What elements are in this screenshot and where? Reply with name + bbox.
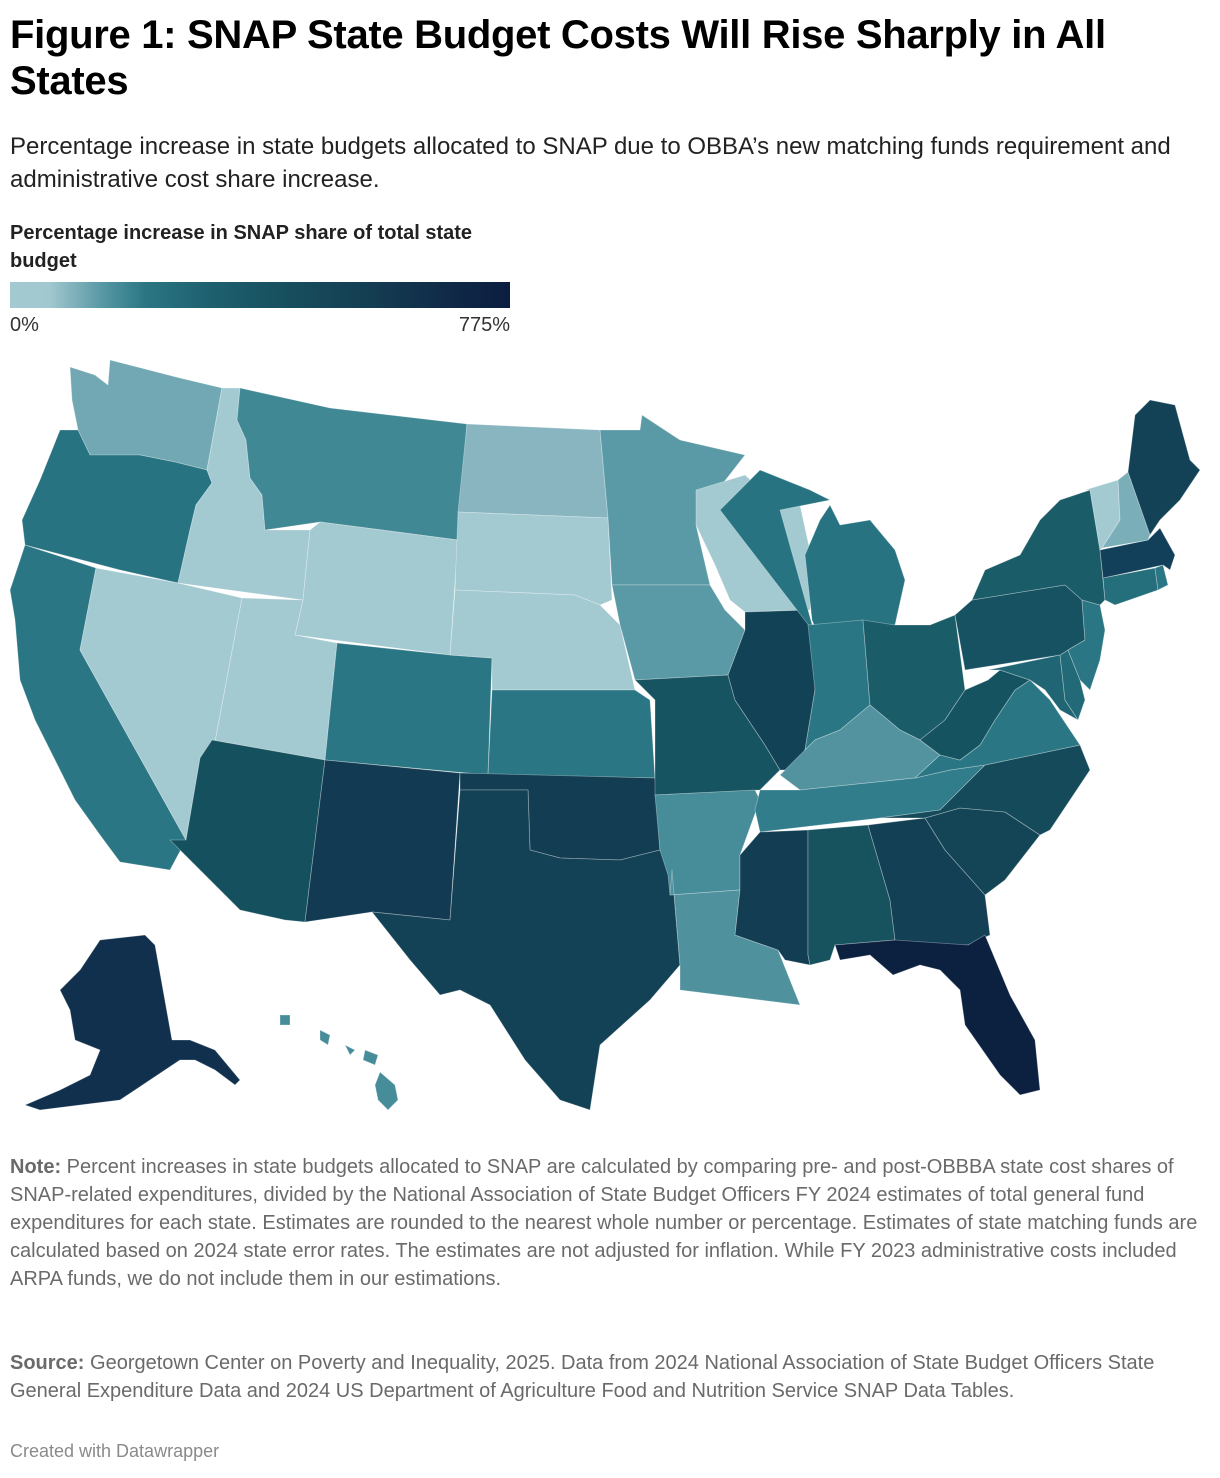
legend-min-label: 0% bbox=[10, 314, 39, 336]
state-new-jersey[interactable]: New Jersey bbox=[1067, 599, 1106, 691]
source-label: Source: bbox=[10, 1352, 85, 1374]
legend-title: Percentage increase in SNAP share of tot… bbox=[10, 222, 473, 272]
state-washington[interactable]: Washington bbox=[69, 359, 223, 471]
chart-title: Figure 1: SNAP State Budget Costs Will R… bbox=[10, 13, 1106, 103]
chart-source: Source: Georgetown Center on Poverty and… bbox=[10, 1349, 1210, 1405]
state-texas[interactable]: Texas bbox=[371, 789, 681, 1111]
state-alaska[interactable]: Alaska bbox=[24, 934, 241, 1111]
state-new-mexico[interactable]: New Mexico bbox=[304, 759, 461, 923]
state-maine[interactable]: Maine bbox=[1127, 399, 1201, 536]
datawrapper-credit[interactable]: Created with Datawrapper bbox=[10, 1441, 220, 1461]
state-montana[interactable]: Montana bbox=[236, 387, 468, 541]
legend-color-scale bbox=[10, 282, 510, 308]
state-south-carolina[interactable]: South Carolina bbox=[924, 807, 1041, 896]
state-iowa[interactable]: Iowa bbox=[611, 584, 746, 681]
note-text: Percent increases in state budgets alloc… bbox=[10, 1156, 1198, 1290]
state-colorado[interactable]: Colorado bbox=[324, 642, 493, 776]
state-west-virginia[interactable]: West Virginia bbox=[919, 669, 1031, 761]
state-new-york[interactable]: New York bbox=[971, 489, 1106, 606]
state-connecticut[interactable]: Connecticut bbox=[1102, 567, 1159, 606]
state-florida[interactable]: Florida bbox=[834, 934, 1041, 1096]
source-text: Georgetown Center on Poverty and Inequal… bbox=[10, 1352, 1155, 1402]
state-north-dakota[interactable]: North Dakota bbox=[457, 423, 609, 519]
state-rhode-island[interactable]: Rhode Island bbox=[1154, 564, 1169, 591]
note-label: Note: bbox=[10, 1156, 62, 1178]
us-choropleth-map: Washington Oregon California Idaho Nevad… bbox=[0, 350, 1220, 1120]
legend-max-label: 775% bbox=[458, 314, 510, 336]
state-wyoming[interactable]: Wyoming bbox=[294, 521, 459, 656]
state-kansas[interactable]: Kansas bbox=[487, 689, 656, 779]
state-california[interactable]: California bbox=[9, 544, 187, 871]
state-hawaii[interactable]: Hawaii bbox=[279, 1014, 399, 1111]
chart-subtitle: Percentage increase in state budgets all… bbox=[10, 133, 1171, 193]
chart-note: Note: Percent increases in state budgets… bbox=[10, 1153, 1210, 1293]
state-massachusetts[interactable]: Massachusetts bbox=[1099, 527, 1176, 579]
state-michigan[interactable]: Michigan bbox=[719, 469, 906, 641]
